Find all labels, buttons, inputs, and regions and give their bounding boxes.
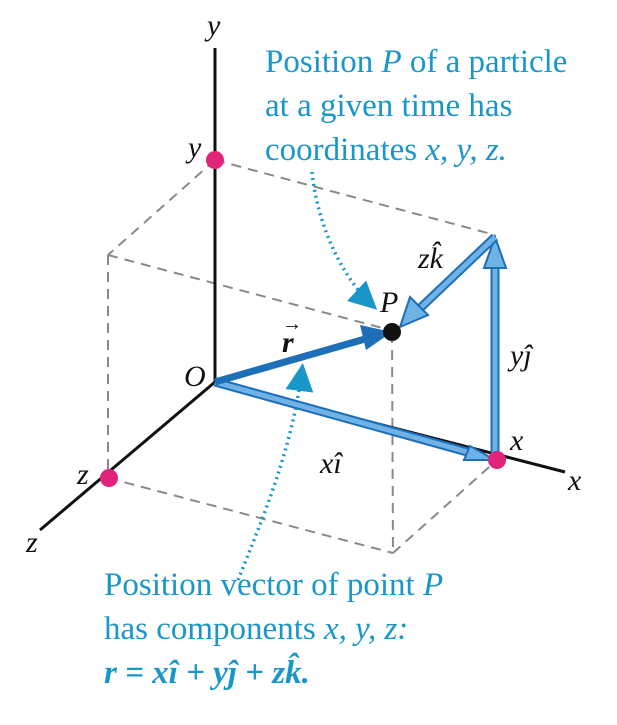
top-dotted-pointer (310, 171, 378, 310)
position-vector-r (214, 333, 373, 386)
bottom-dotted-pointer (236, 363, 314, 581)
bottom-caption-line1: Position vector of point P (104, 567, 444, 603)
z-coordinate-label: z (76, 458, 89, 491)
y-component-label: yĵ (507, 339, 533, 372)
x-axis-label: x (567, 464, 582, 497)
x-coordinate-label: x (509, 424, 524, 457)
r-vector-label: r (282, 326, 294, 359)
point-p-label: P (379, 286, 398, 319)
x-coordinate-marker (488, 451, 506, 469)
bottom-caption-line2: has components x, y, z: (104, 611, 409, 647)
y-axis-label: y (204, 9, 221, 42)
z-axis-label: z (25, 526, 38, 559)
x-component-label: xî (319, 447, 343, 480)
z-coordinate-marker (100, 469, 118, 487)
r-vector-arrow-accent: → (282, 313, 302, 335)
origin-label: O (184, 360, 206, 393)
y-coordinate-label: y (185, 131, 202, 164)
bottom-caption-equation: r = xî + yĵ + zk̂. (104, 655, 310, 691)
z-component-label: zk̂ (417, 241, 444, 275)
top-caption-line3: coordinates x, y, z. (265, 132, 507, 168)
point-p-marker (383, 323, 401, 341)
top-caption-line2: at a given time has (265, 88, 513, 124)
y-coordinate-marker (206, 151, 224, 169)
bottom-caption: Position vector of point P has component… (104, 563, 443, 695)
top-caption-line1: Position P of a particle (265, 44, 568, 80)
dashed-box (107, 159, 498, 554)
top-caption: Position P of a particle at a given time… (265, 40, 567, 172)
z-axis (39, 380, 216, 532)
component-vectors (213, 233, 508, 461)
